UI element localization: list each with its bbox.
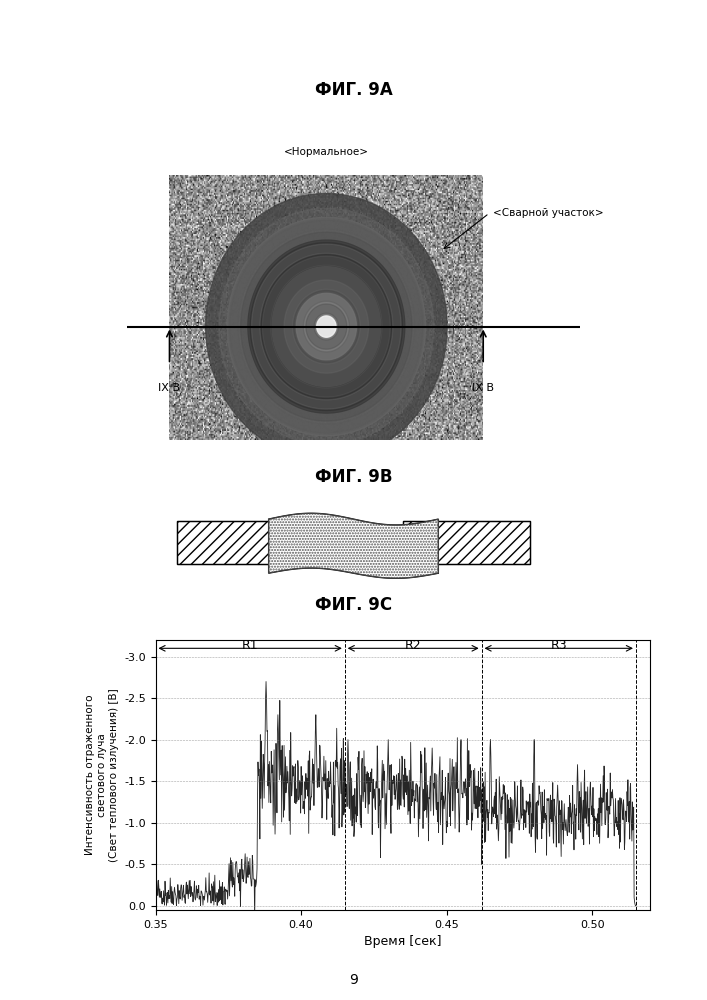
Polygon shape [274, 268, 380, 385]
Polygon shape [252, 244, 401, 409]
Polygon shape [269, 513, 438, 578]
Polygon shape [219, 208, 433, 445]
Polygon shape [403, 521, 530, 564]
Text: <Сварной участок>: <Сварной участок> [493, 208, 604, 218]
Polygon shape [228, 217, 426, 436]
Text: 9: 9 [349, 973, 358, 987]
Polygon shape [230, 220, 423, 433]
Text: R1: R1 [242, 639, 259, 652]
Polygon shape [240, 232, 412, 421]
Text: ФИГ. 9А: ФИГ. 9А [315, 81, 392, 99]
X-axis label: Время [сек]: Время [сек] [364, 935, 442, 948]
Polygon shape [208, 196, 445, 457]
Polygon shape [295, 292, 358, 361]
Polygon shape [272, 267, 380, 386]
Y-axis label: Интенсивность отраженного
светового луча
(Свет теплового излучения) [В]: Интенсивность отраженного светового луча… [86, 688, 119, 862]
Text: ФИГ. 9В: ФИГ. 9В [315, 468, 392, 487]
Text: IX B: IX B [158, 383, 180, 393]
Text: <Нормальное>: <Нормальное> [284, 147, 369, 157]
Polygon shape [296, 293, 356, 360]
Polygon shape [248, 240, 405, 413]
Polygon shape [206, 194, 447, 460]
Polygon shape [284, 280, 368, 373]
Polygon shape [317, 316, 336, 337]
Text: IX B: IX B [472, 383, 494, 393]
Polygon shape [262, 256, 390, 397]
Text: R2: R2 [405, 639, 421, 652]
Text: ФИГ. 9С: ФИГ. 9С [315, 596, 392, 614]
Polygon shape [177, 521, 304, 564]
Polygon shape [306, 304, 347, 349]
Text: R3: R3 [551, 639, 567, 652]
